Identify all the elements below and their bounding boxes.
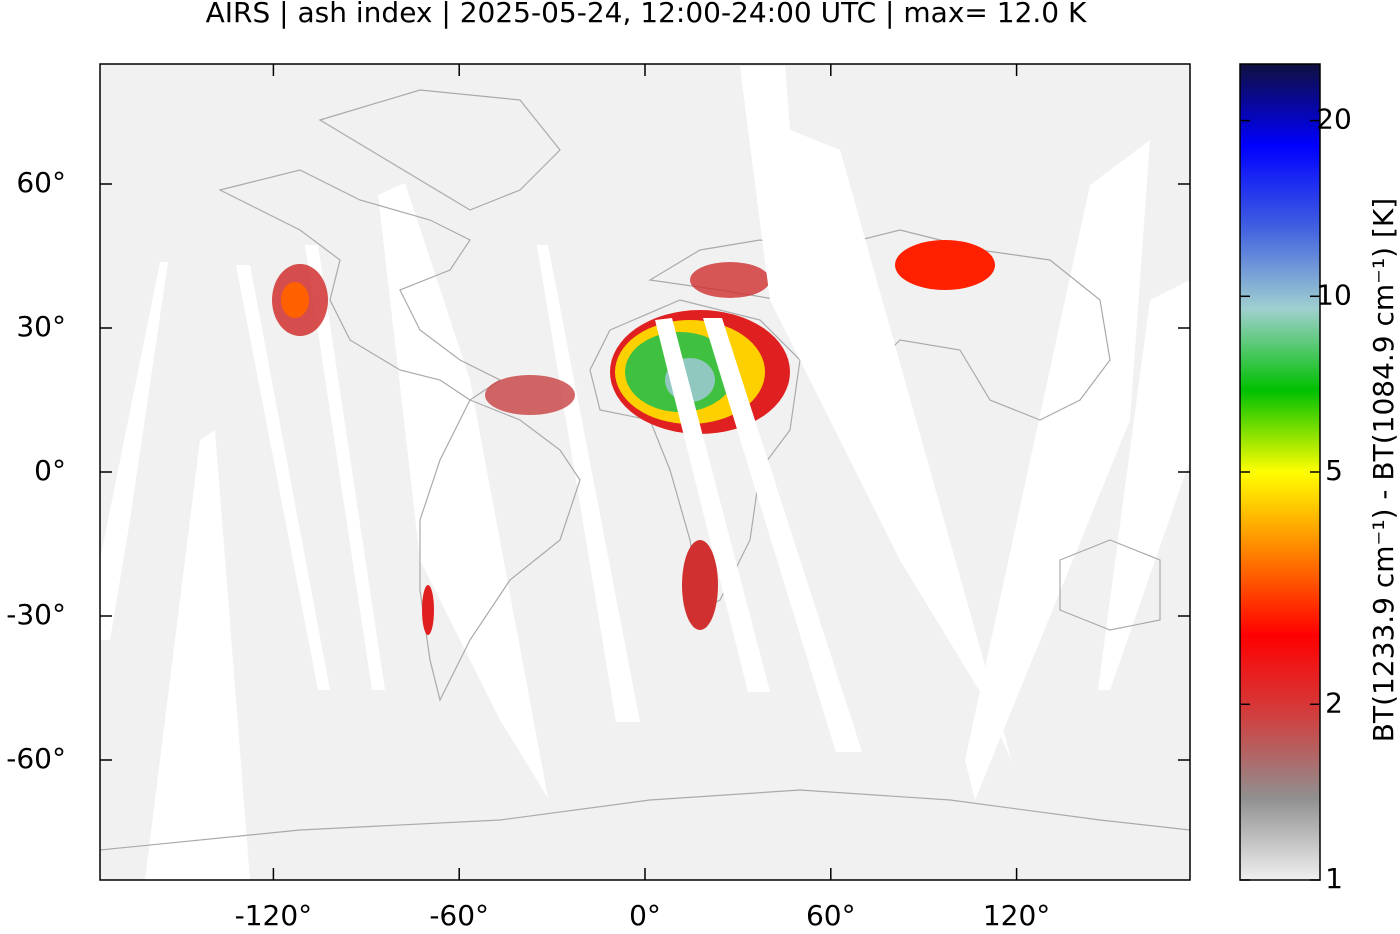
x-tick-label: 60°	[806, 899, 856, 930]
y-tick-label: 30°	[16, 310, 66, 343]
y-tick-label: 60°	[16, 166, 66, 199]
y-tick-label: -60°	[6, 742, 66, 775]
map-gaps-overlay	[655, 66, 1012, 762]
colorbar-tick-label: 5	[1325, 454, 1343, 487]
map-layer	[100, 64, 1190, 880]
colorbar-tick-label: 10	[1316, 278, 1352, 311]
y-tick-label: -30°	[6, 598, 66, 631]
colorbar-tick-label: 1	[1325, 862, 1343, 895]
x-tick-label: -60°	[429, 899, 489, 930]
x-tick-label: 0°	[629, 899, 661, 930]
colorbar-tick-label: 2	[1325, 686, 1343, 719]
y-tick-label: 0°	[34, 454, 66, 487]
chart-title: AIRS | ash index | 2025-05-24, 12:00-24:…	[206, 0, 1087, 29]
colorbar-label: BT(1233.9 cm⁻¹) - BT(1084.9 cm⁻¹) [K]	[1367, 198, 1400, 742]
colorbar	[1239, 63, 1321, 881]
x-tick-label: 120°	[983, 899, 1050, 930]
coastlines	[100, 89, 1190, 851]
x-tick-label: -120°	[235, 899, 313, 930]
colorbar-tick-label: 20	[1316, 103, 1352, 136]
map-background	[100, 64, 1190, 880]
